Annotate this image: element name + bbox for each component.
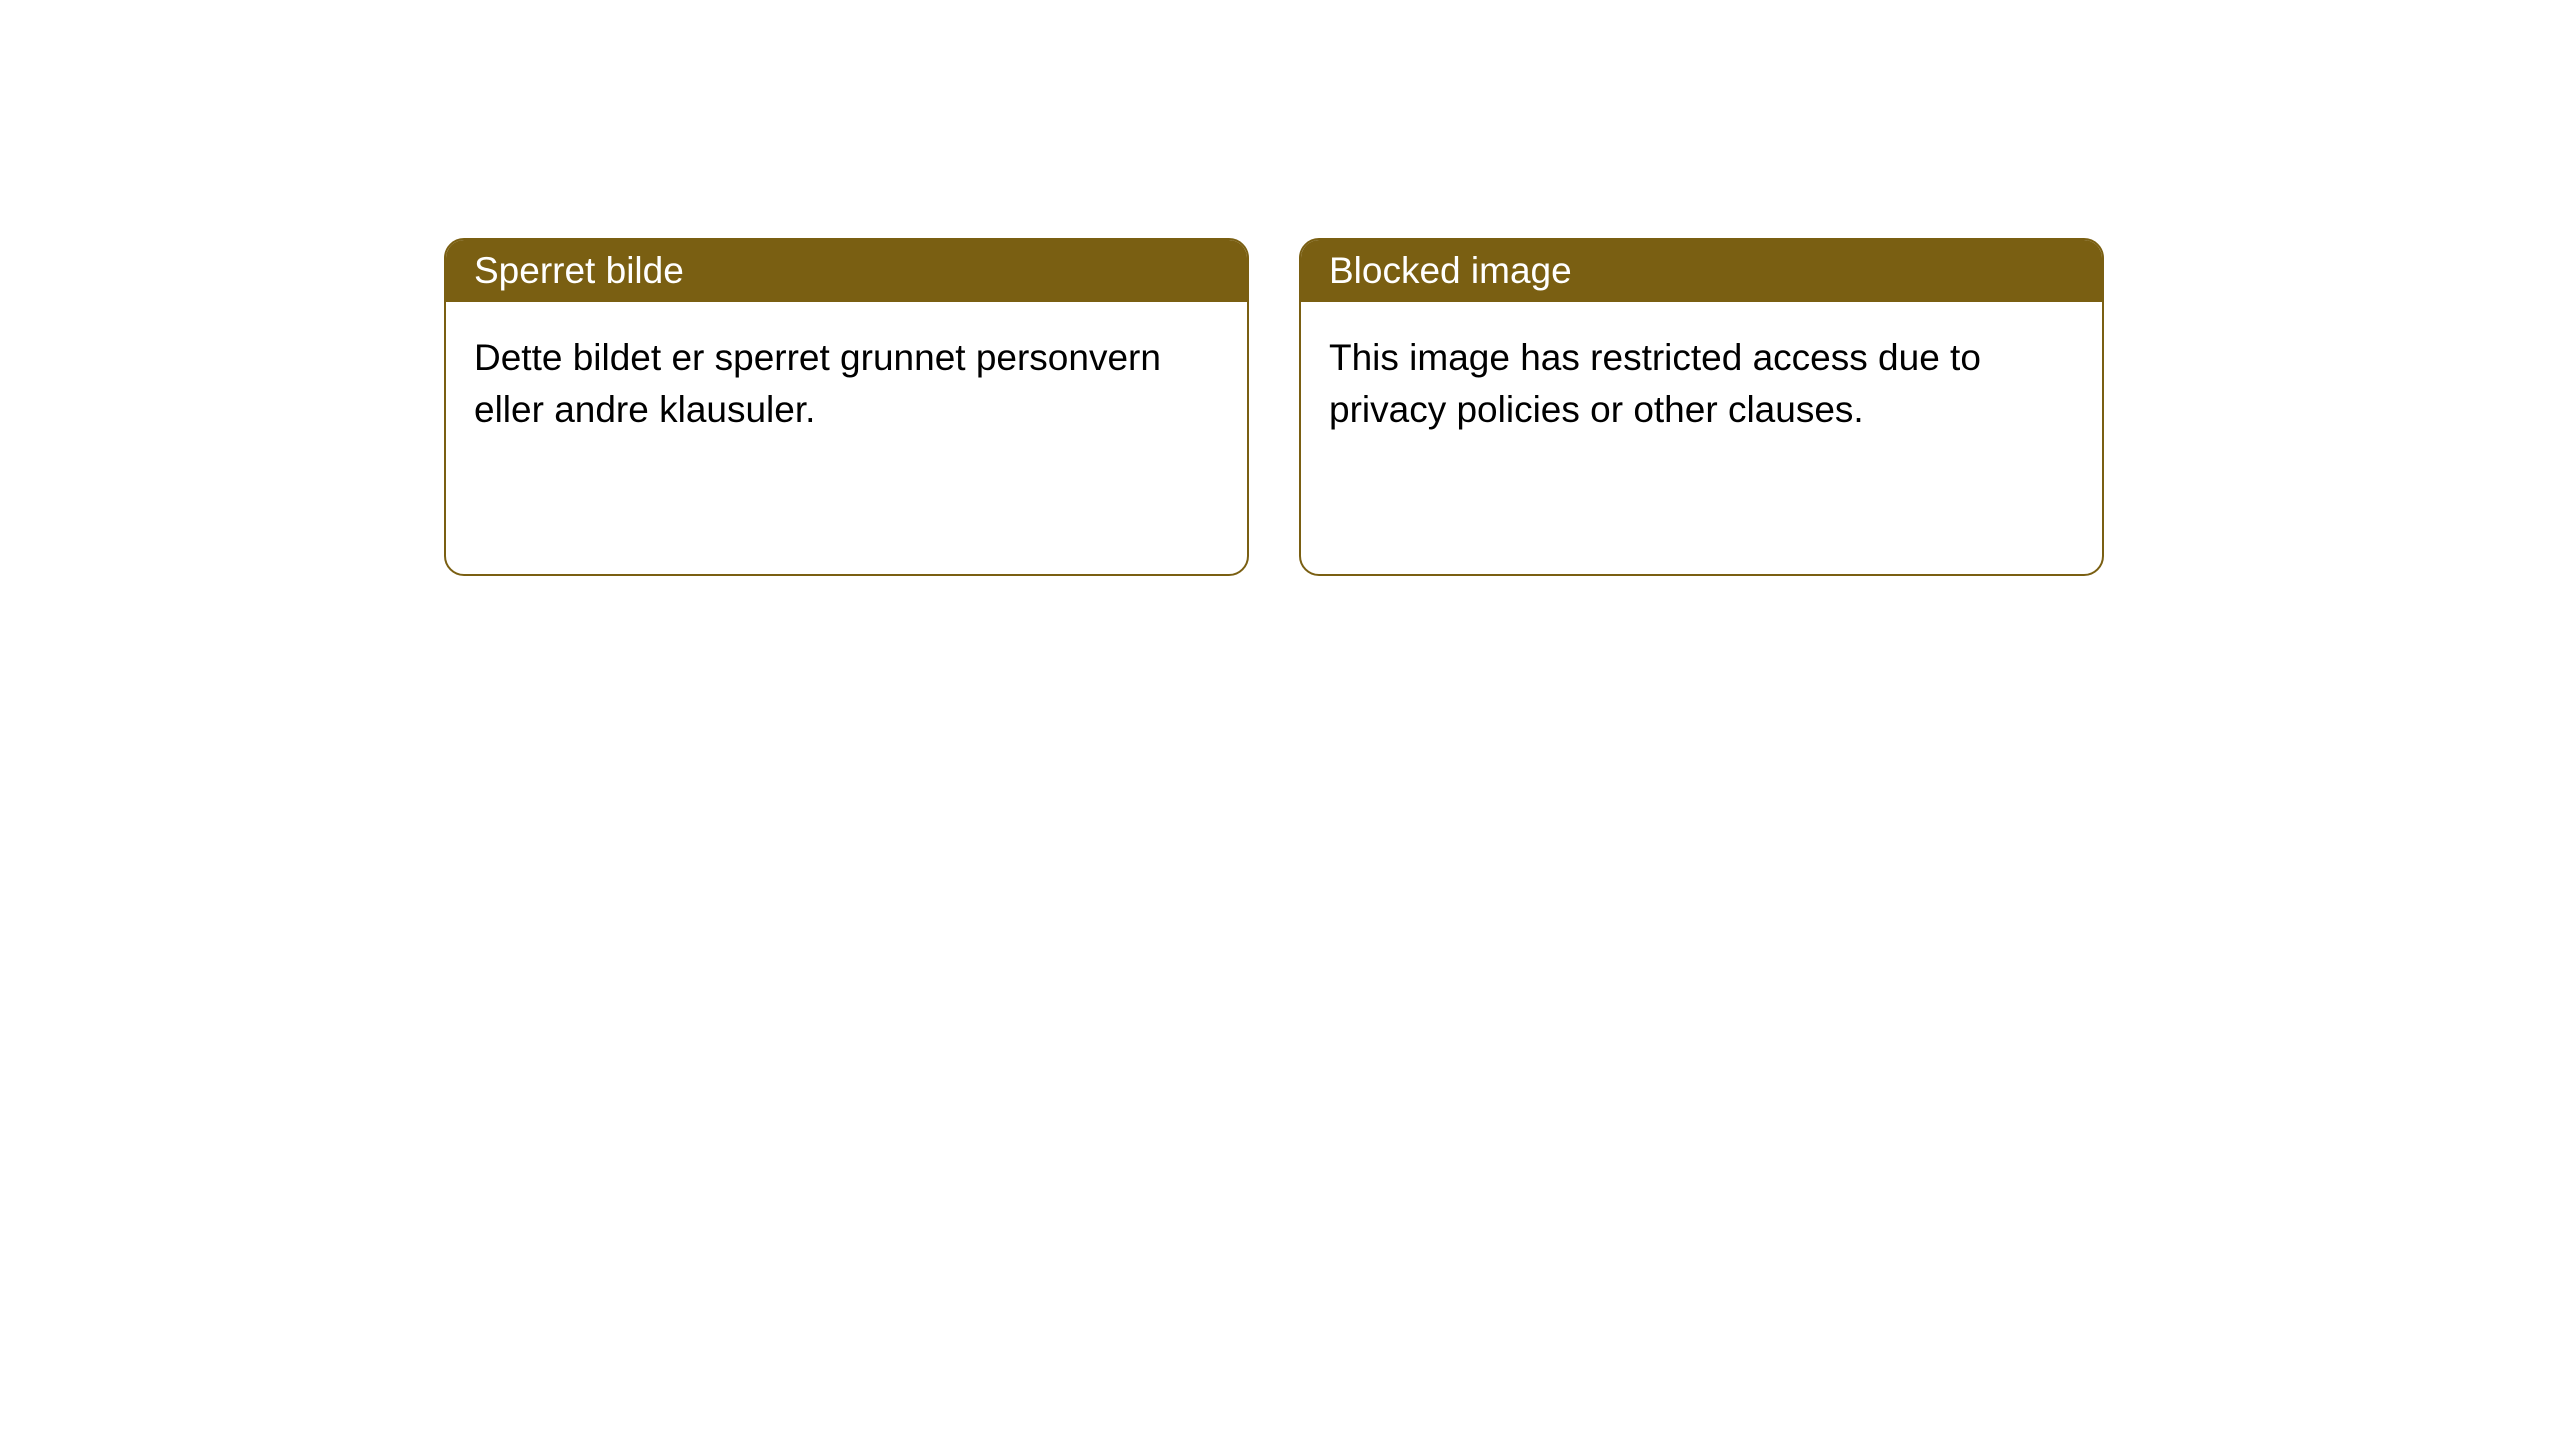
notice-card-norwegian: Sperret bilde Dette bildet er sperret gr… — [444, 238, 1249, 576]
notice-card-english: Blocked image This image has restricted … — [1299, 238, 2104, 576]
notice-container: Sperret bilde Dette bildet er sperret gr… — [444, 238, 2104, 576]
notice-header: Sperret bilde — [446, 240, 1247, 302]
notice-header: Blocked image — [1301, 240, 2102, 302]
notice-body: This image has restricted access due to … — [1301, 302, 2102, 466]
notice-body: Dette bildet er sperret grunnet personve… — [446, 302, 1247, 466]
